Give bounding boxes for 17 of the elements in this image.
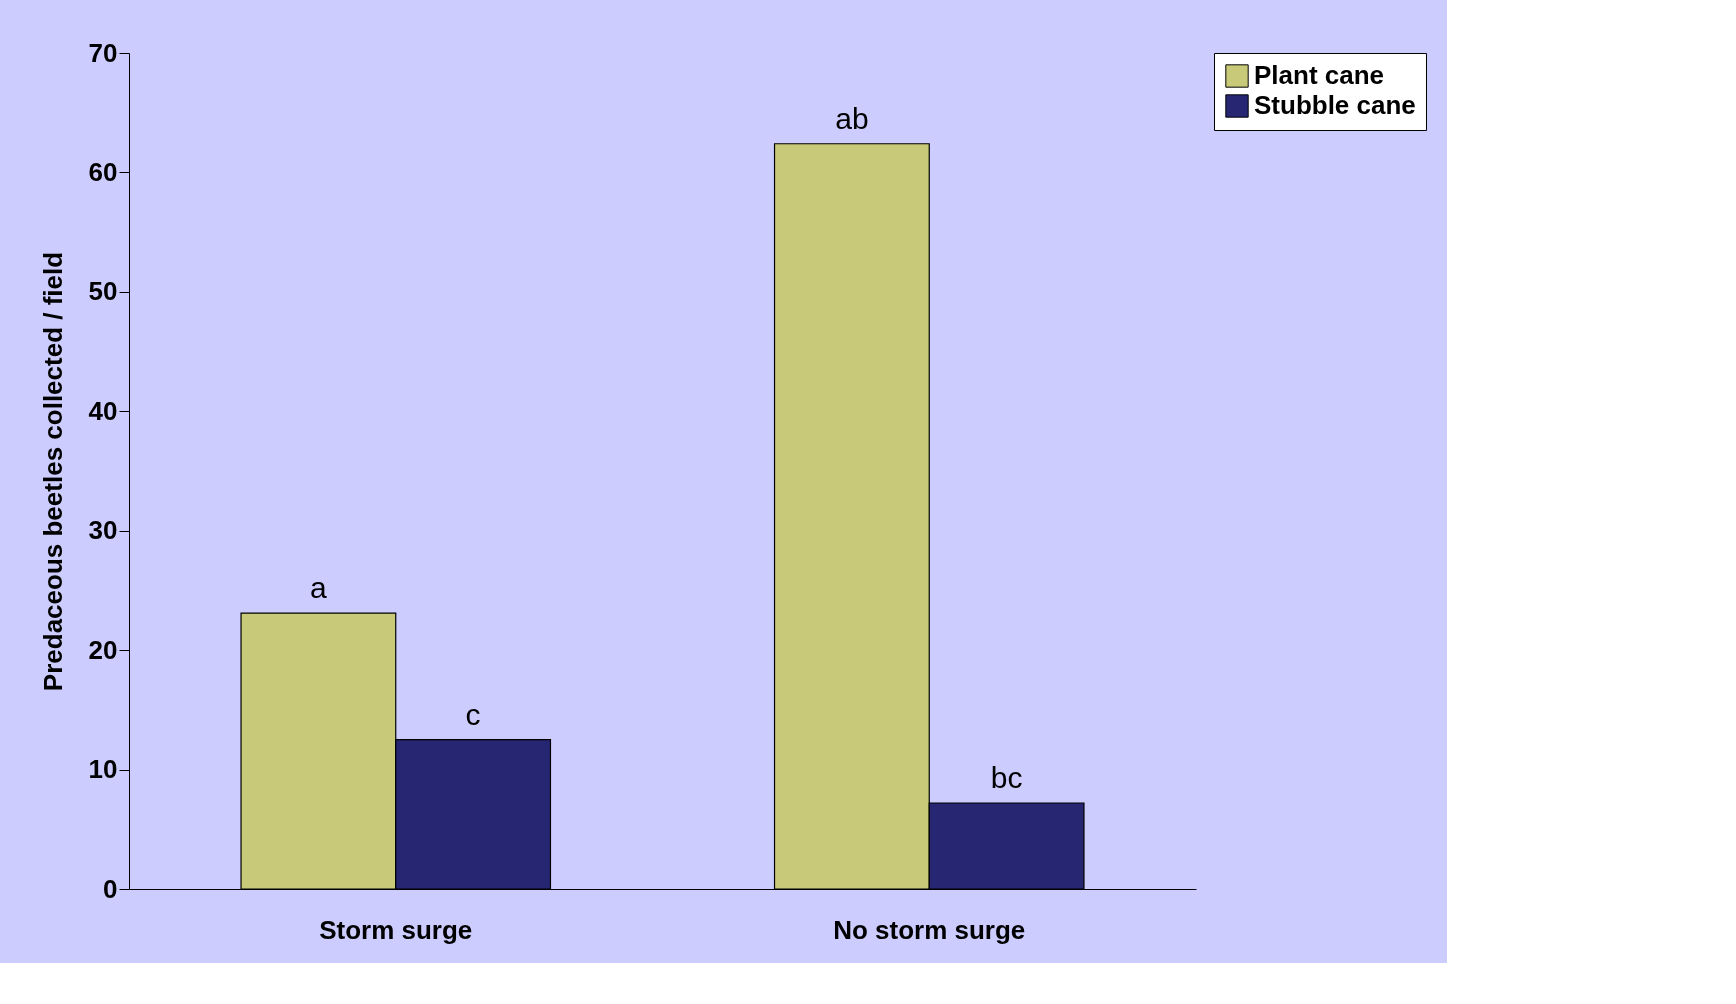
x-tick-label: No storm surge (833, 914, 1026, 945)
annotation: ab (835, 101, 869, 135)
annotation: c (465, 697, 481, 731)
y-tick-label: 20 (88, 634, 118, 665)
x-tick-label: Storm surge (319, 914, 473, 945)
y-tick-label: 50 (88, 276, 118, 307)
y-tick-label: 70 (88, 37, 118, 68)
legend-label: Stubble cane (1254, 90, 1416, 120)
legend-label: Plant cane (1254, 60, 1385, 90)
annotation: bc (990, 761, 1023, 795)
y-tick-label: 60 (88, 156, 118, 187)
annotation: a (310, 571, 328, 605)
y-tick-label: 10 (88, 754, 118, 785)
y-tick-label: 40 (88, 395, 118, 426)
y-axis-title: Predaceous beetles collected / field (37, 251, 68, 692)
y-tick-label: 0 (103, 873, 118, 904)
y-tick-label: 30 (88, 515, 118, 546)
